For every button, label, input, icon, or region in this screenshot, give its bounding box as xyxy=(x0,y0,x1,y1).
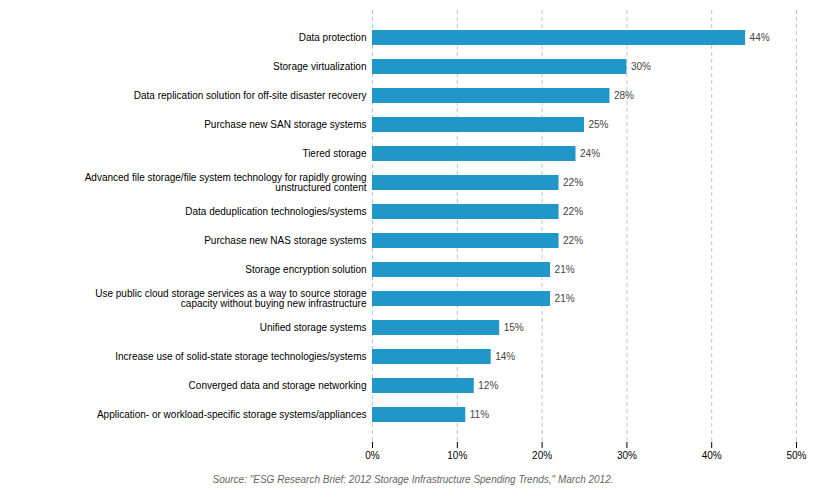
svg-text:Converged data and storage net: Converged data and storage networking xyxy=(189,380,367,391)
svg-text:Increase use of solid-state st: Increase use of solid-state storage tech… xyxy=(115,351,366,362)
svg-text:Application- or workload-speci: Application- or workload-specific storag… xyxy=(97,409,367,420)
svg-text:44%: 44% xyxy=(750,32,770,43)
svg-text:Advanced file storage/file sys: Advanced file storage/file system techno… xyxy=(85,172,367,193)
svg-text:21%: 21% xyxy=(555,293,575,304)
svg-text:22%: 22% xyxy=(563,235,583,246)
svg-text:15%: 15% xyxy=(504,322,524,333)
svg-text:10%: 10% xyxy=(447,450,467,461)
svg-text:40%: 40% xyxy=(702,450,722,461)
svg-text:Purchase new SAN storage syste: Purchase new SAN storage systems xyxy=(204,119,366,130)
svg-text:Storage virtualization: Storage virtualization xyxy=(273,61,366,72)
svg-text:24%: 24% xyxy=(580,148,600,159)
svg-text:Purchase new NAS storage syste: Purchase new NAS storage systems xyxy=(204,235,366,246)
svg-text:30%: 30% xyxy=(631,61,651,72)
svg-text:50%: 50% xyxy=(786,450,806,461)
svg-text:Data deduplication technologie: Data deduplication technologies/systems xyxy=(185,206,366,217)
svg-text:14%: 14% xyxy=(495,351,515,362)
svg-text:Tiered storage: Tiered storage xyxy=(302,148,367,159)
svg-text:12%: 12% xyxy=(478,380,498,391)
html-text:Source: "ESG Research Brief: 2: Source: "ESG Research Brief: 2012 Storag… xyxy=(212,474,614,485)
svg-text:Storage encryption solution: Storage encryption solution xyxy=(245,264,366,275)
svg-text:Data protection: Data protection xyxy=(299,32,367,43)
svg-text:20%: 20% xyxy=(532,450,552,461)
svg-text:Unified storage systems: Unified storage systems xyxy=(260,322,367,333)
svg-text:Data replication solution for: Data replication solution for off-site d… xyxy=(134,90,367,101)
svg-text:25%: 25% xyxy=(589,119,609,130)
svg-text:21%: 21% xyxy=(555,264,575,275)
svg-text:28%: 28% xyxy=(614,90,634,101)
svg-text:0%: 0% xyxy=(365,450,380,461)
svg-text:22%: 22% xyxy=(563,206,583,217)
svg-text:11%: 11% xyxy=(470,409,489,420)
svg-text:30%: 30% xyxy=(617,450,637,461)
svg-text:Use public cloud storage servi: Use public cloud storage services as a w… xyxy=(95,288,367,309)
svg-text:22%: 22% xyxy=(563,177,583,188)
